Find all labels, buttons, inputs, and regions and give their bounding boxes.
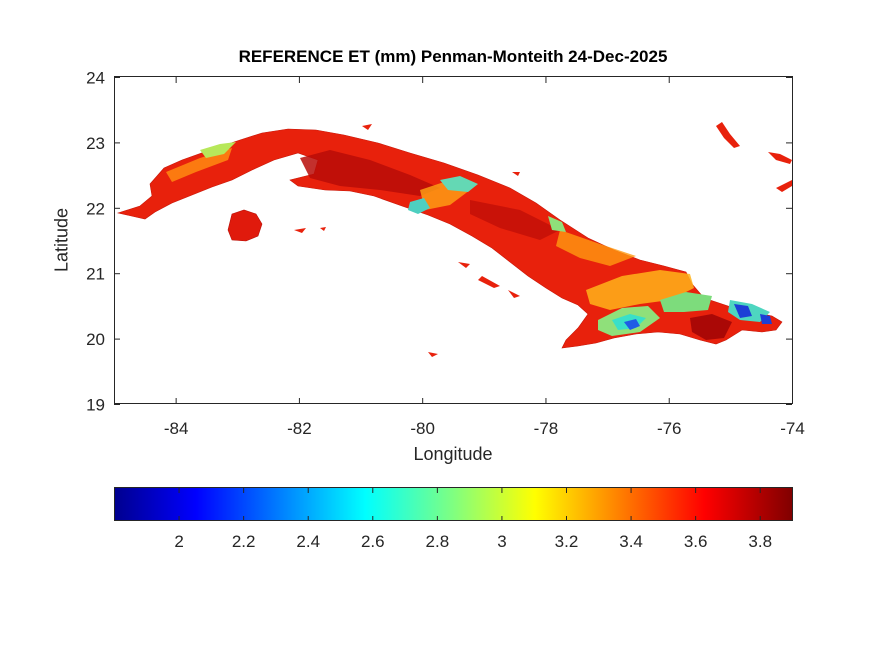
y-tick-label: 24 [86,69,105,88]
axes-box [114,76,793,404]
colorbar-tick-label: 3 [497,532,506,551]
x-tick-label: -76 [657,419,682,438]
x-axis-label: Longitude [413,444,493,464]
y-tick-label: 22 [86,199,105,218]
y-tick-label: 23 [86,134,105,153]
y-tick-label: 20 [86,330,105,349]
x-tick-label: -78 [534,419,559,438]
colorbar-tick-label: 2.6 [361,532,385,551]
x-tick-label: -82 [287,419,312,438]
x-tick-label: -74 [780,419,805,438]
colorbar-tick-label: 2.4 [296,532,320,551]
x-tick-label: -80 [410,419,435,438]
colorbar-tick-label: 3.2 [555,532,579,551]
isla-de-la-juventud [227,209,263,242]
colorbar-tick-label: 2 [174,532,183,551]
colorbar-ticks: 2 2.2 2.4 2.6 2.8 3 3.2 3.4 3.6 3.8 [174,488,772,551]
y-axis-label: Latitude [51,207,72,273]
colorbar-tick-label: 3.4 [619,532,643,551]
colorbar [114,487,793,521]
x-axis-ticks: -84 -82 -80 -78 -76 -74 [164,77,805,438]
y-tick-label: 21 [86,265,105,284]
colorbar-tick-label: 2.2 [232,532,256,551]
y-tick-label: 19 [86,396,105,415]
x-tick-label: -84 [164,419,189,438]
y-axis-ticks: 24 23 22 21 20 19 [86,69,792,415]
colorbar-tick-label: 3.6 [684,532,708,551]
cuba-landmass [116,122,792,357]
colorbar-tick-label: 3.8 [748,532,772,551]
colorbar-tick-label: 2.8 [426,532,450,551]
map-title: REFERENCE ET (mm) Penman-Monteith 24-Dec… [238,47,668,66]
